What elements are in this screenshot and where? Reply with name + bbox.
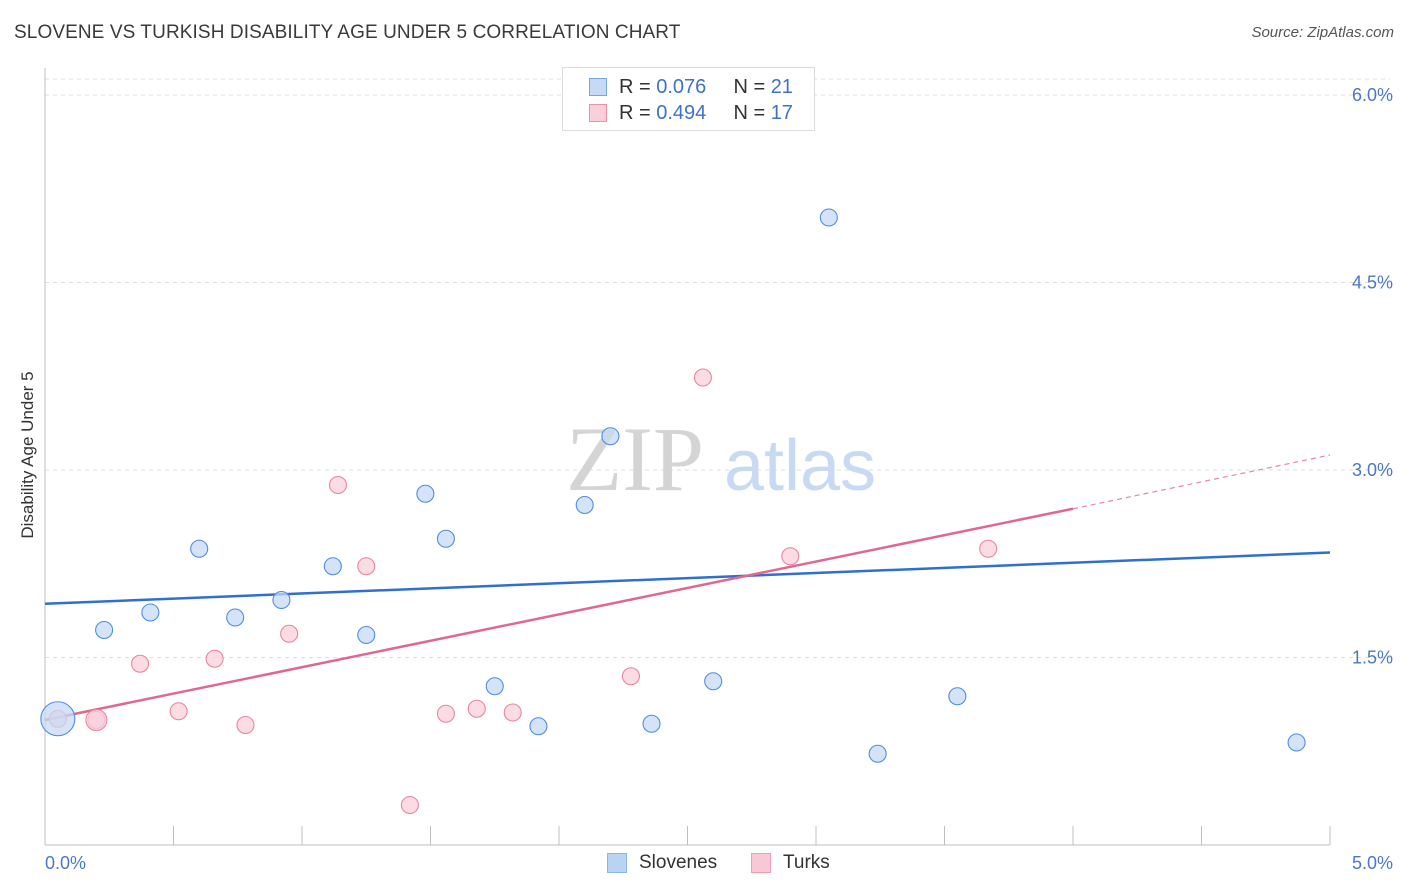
point-slovenes bbox=[1287, 733, 1306, 752]
point-slovenes bbox=[190, 539, 209, 558]
y-tick-label: 4.5% bbox=[1352, 273, 1393, 293]
point-slovenes bbox=[141, 603, 160, 622]
point-turks bbox=[357, 557, 376, 576]
chart-title: SLOVENE VS TURKISH DISABILITY AGE UNDER … bbox=[14, 22, 681, 43]
point-turks bbox=[205, 649, 224, 668]
legend-r-value: 0.076 bbox=[656, 75, 707, 98]
point-turks bbox=[781, 547, 800, 566]
legend-n-label: N = bbox=[733, 75, 766, 98]
point-slovenes bbox=[226, 608, 245, 627]
series-legend: Slovenes Turks bbox=[0, 852, 1406, 878]
point-slovenes bbox=[357, 625, 376, 645]
point-slovenes bbox=[95, 620, 114, 640]
point-slovenes bbox=[948, 687, 967, 706]
legend-row-slovenes: R = 0.076 N = 21 bbox=[589, 75, 793, 99]
point-slovenes bbox=[436, 529, 455, 548]
point-turks bbox=[131, 654, 150, 673]
legend-item-turks[interactable]: Turks bbox=[751, 852, 830, 874]
point-turks bbox=[400, 795, 419, 815]
gridlines bbox=[45, 78, 1390, 658]
legend-swatch-turks bbox=[589, 104, 607, 122]
legend-r-label: R = bbox=[619, 101, 651, 124]
legend-n-value: 17 bbox=[770, 101, 793, 124]
point-turks bbox=[503, 703, 522, 722]
watermark-zip: ZIP bbox=[566, 408, 704, 510]
point-turks bbox=[280, 624, 299, 643]
watermark: ZIP atlas bbox=[566, 408, 876, 510]
y-tick-label: 3.0% bbox=[1352, 460, 1393, 480]
point-slovenes bbox=[575, 495, 594, 515]
point-slovenes bbox=[642, 714, 661, 733]
legend-r-label: R = bbox=[619, 75, 651, 98]
point-turks bbox=[621, 667, 641, 686]
tick-labels: 1.5% 3.0% 4.5% 6.0% 0.0% 5.0% bbox=[45, 85, 1393, 873]
trend-line-turks bbox=[44, 507, 1074, 722]
point-slovenes bbox=[272, 590, 291, 610]
point-slovenes bbox=[868, 744, 887, 763]
legend-n-label: N = bbox=[733, 101, 766, 124]
trend-line-slovenes bbox=[44, 551, 1331, 605]
legend-item-slovenes[interactable]: Slovenes bbox=[607, 852, 717, 874]
legend-swatch-slovenes bbox=[589, 78, 607, 96]
point-turks bbox=[467, 699, 486, 718]
legend-label-slovenes: Slovenes bbox=[639, 852, 718, 873]
point-turks bbox=[169, 702, 188, 721]
legend-row-turks: R = 0.494 N = 17 bbox=[589, 101, 793, 125]
point-turks bbox=[236, 715, 255, 735]
point-turks bbox=[979, 539, 998, 558]
legend-n-value: 21 bbox=[770, 75, 793, 98]
legend-swatch-turks bbox=[751, 853, 771, 873]
point-slovenes bbox=[704, 672, 723, 691]
legend-label-turks: Turks bbox=[783, 852, 830, 873]
stats-legend: R = 0.076 N = 21 R = 0.494 N = 17 bbox=[562, 67, 815, 131]
point-slovenes bbox=[323, 557, 342, 576]
x-tick-label: 0.0% bbox=[45, 853, 86, 873]
point-slovenes bbox=[485, 677, 504, 696]
trend-lines bbox=[44, 454, 1331, 722]
point-turks bbox=[436, 704, 455, 723]
point-slovenes bbox=[416, 484, 435, 503]
point-turks bbox=[693, 368, 712, 387]
x-tick-label: 5.0% bbox=[1352, 853, 1393, 873]
point-turks bbox=[328, 475, 348, 495]
legend-r-value: 0.494 bbox=[656, 101, 707, 124]
source-label: Source: ZipAtlas.com bbox=[1251, 24, 1394, 41]
trend-extension-turks bbox=[1072, 454, 1331, 510]
point-slovenes bbox=[529, 717, 548, 736]
watermark-atlas: atlas bbox=[724, 426, 876, 506]
point-slovenes bbox=[819, 208, 838, 227]
point-slovenes bbox=[601, 427, 620, 446]
legend-swatch-slovenes bbox=[607, 853, 627, 873]
y-tick-label: 1.5% bbox=[1352, 648, 1393, 668]
point-turks bbox=[85, 708, 108, 732]
y-tick-label: 6.0% bbox=[1352, 85, 1393, 105]
point-slovenes bbox=[40, 701, 76, 737]
